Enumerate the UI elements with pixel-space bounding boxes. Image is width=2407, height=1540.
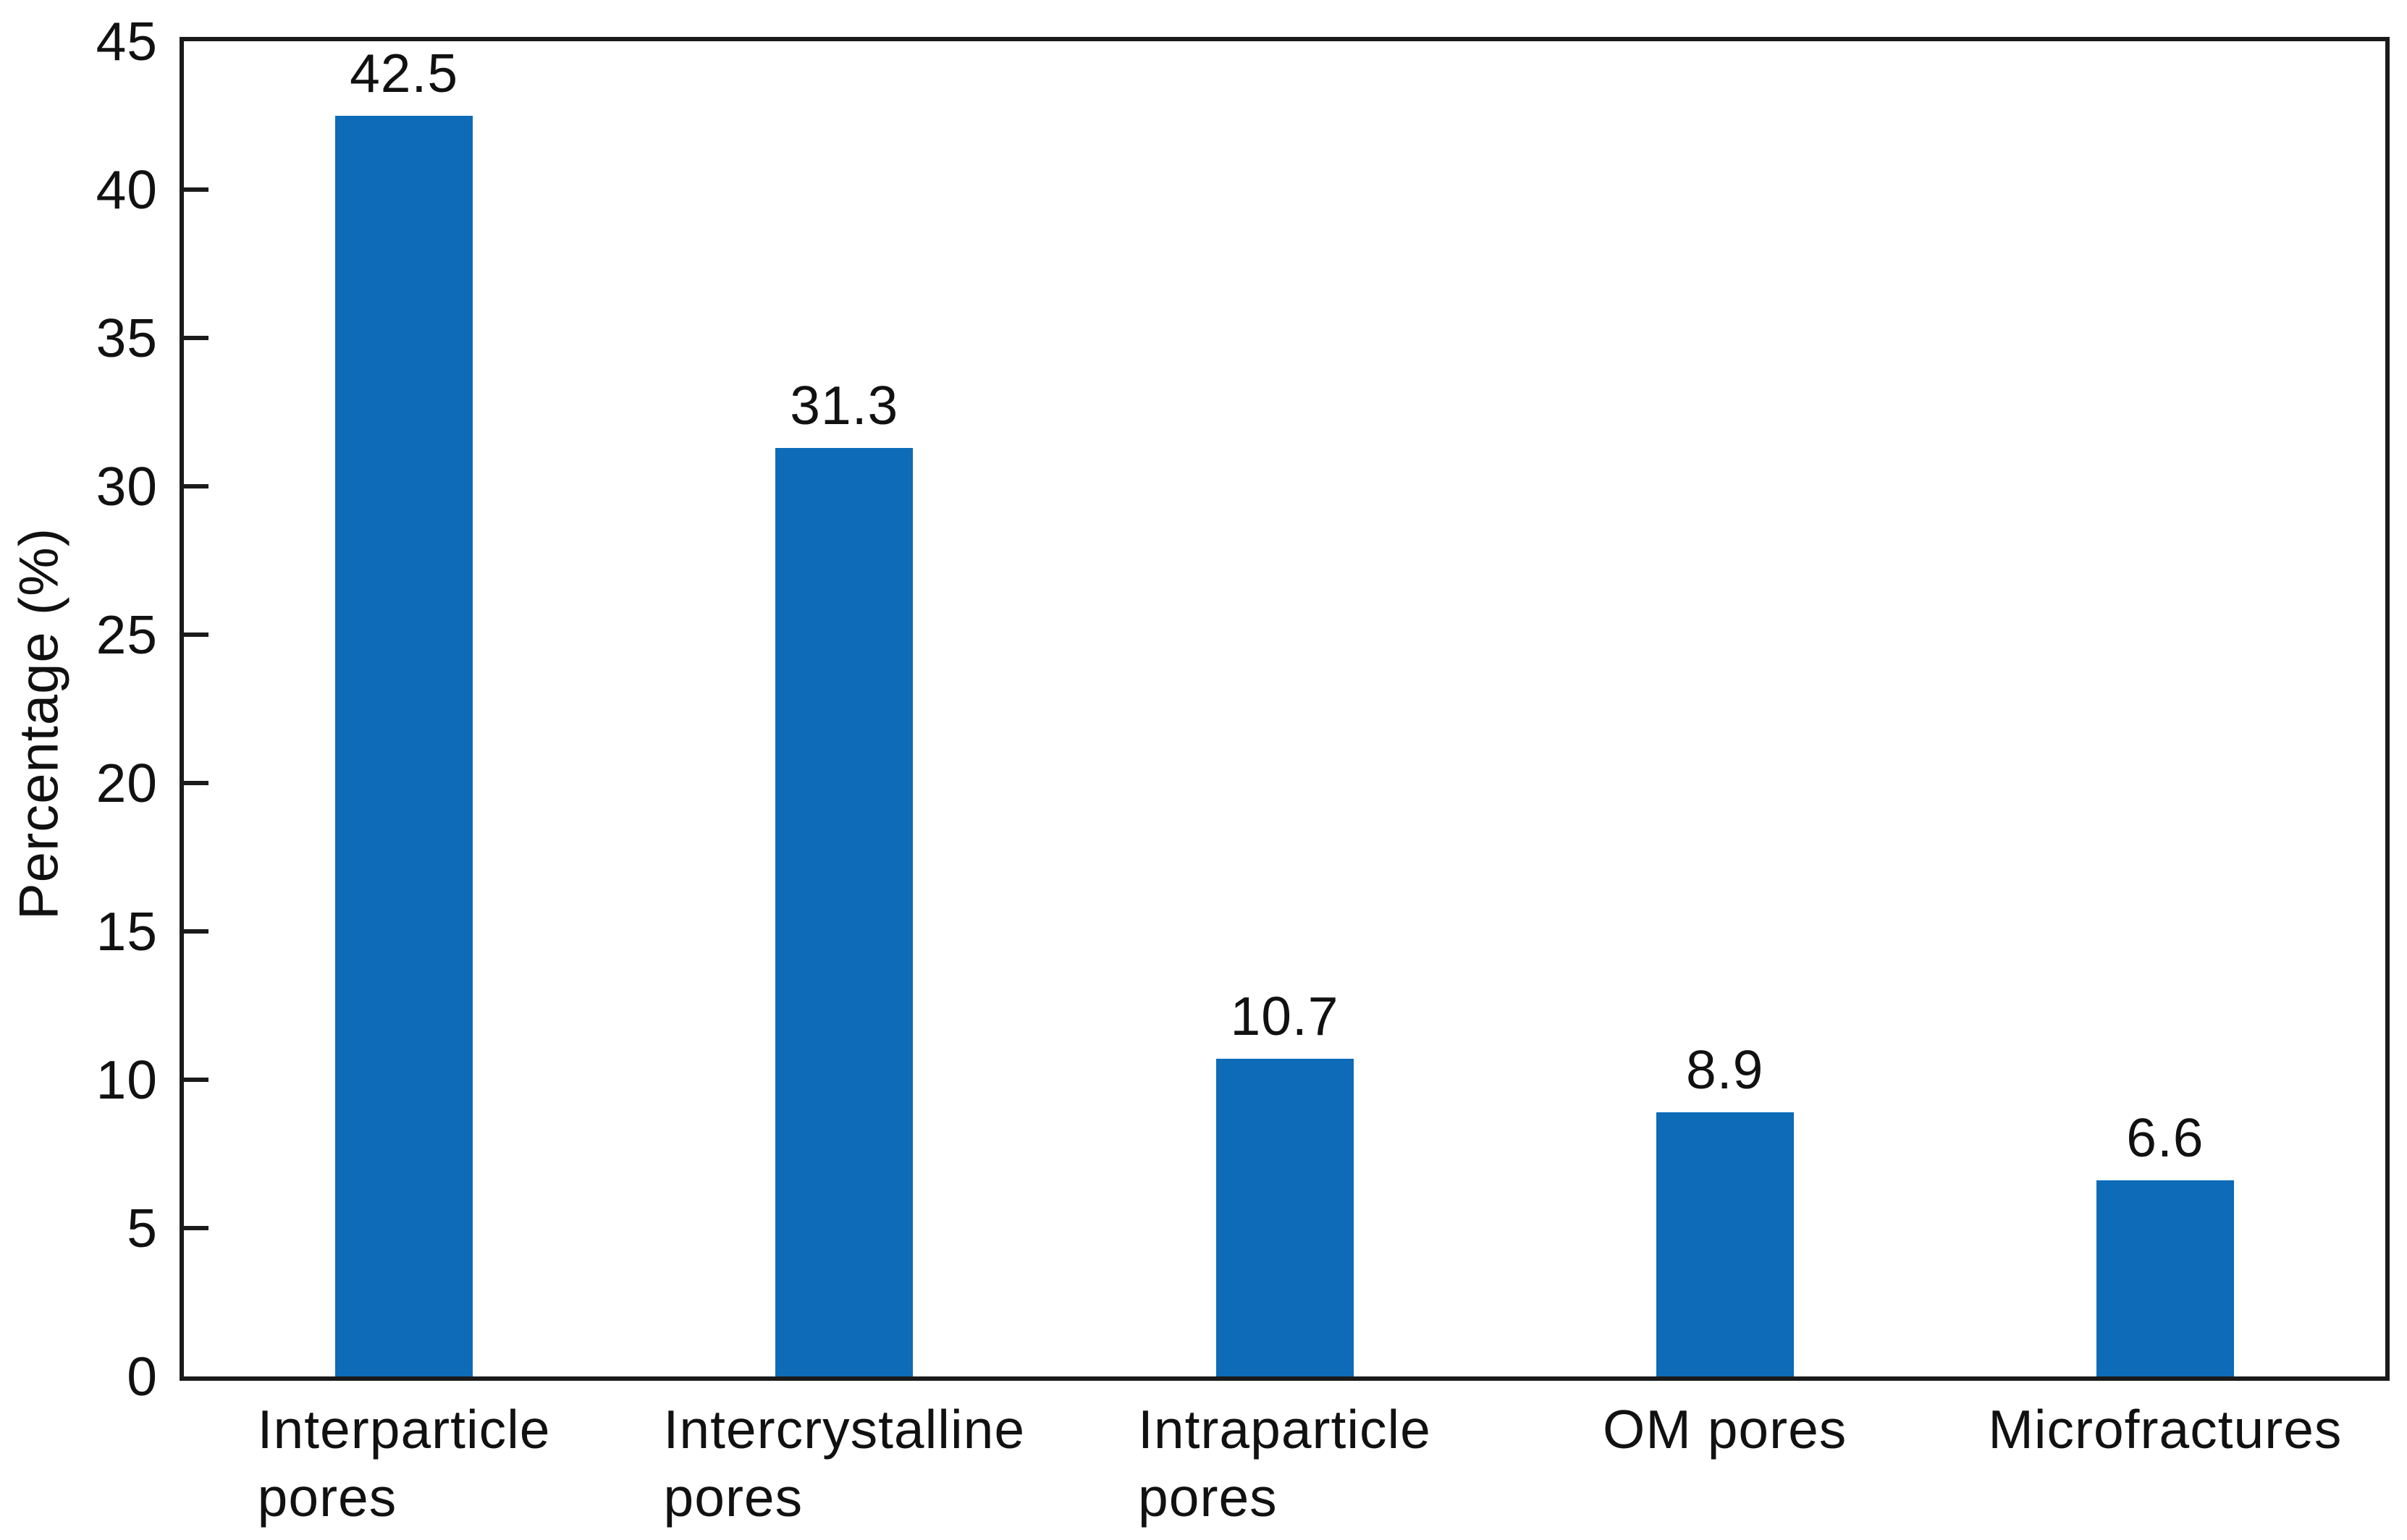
bar-interparticle-pores <box>335 115 473 1376</box>
y-axis-title: Percentage (%) <box>8 527 70 921</box>
bar-value-label-om-pores: 8.9 <box>1686 1039 1764 1101</box>
y-tick-mark-15 <box>184 929 208 934</box>
plot-area <box>180 37 2390 1381</box>
y-tick-label-20: 20 <box>96 753 158 813</box>
y-tick-mark-25 <box>184 632 208 637</box>
x-axis-label-line: Microfractures <box>1988 1399 2343 1460</box>
bar-intraparticle-pores <box>1215 1059 1354 1376</box>
x-axis-label-intraparticle-pores: Intraparticle pores <box>1064 1395 1504 1531</box>
y-tick-label-30: 30 <box>96 456 158 517</box>
y-tick-label-15: 15 <box>96 901 158 962</box>
y-tick-mark-40 <box>184 187 208 192</box>
x-axis-label-om-pores: OM pores <box>1505 1395 1945 1463</box>
x-axis-label-microfractures: Microfractures <box>1945 1395 2385 1463</box>
y-tick-label-40: 40 <box>96 159 158 220</box>
x-axis-label-line: Intercrystalline <box>663 1399 1026 1460</box>
x-axis-label-line: OM pores <box>1603 1399 1847 1460</box>
y-tick-mark-20 <box>184 781 208 785</box>
y-tick-mark-5 <box>184 1226 208 1230</box>
x-axis-label-line: pores <box>257 1467 397 1528</box>
bar-value-label-intercrystalline-pores: 31.3 <box>790 374 899 436</box>
x-axis-label-line: Interparticle <box>257 1399 551 1460</box>
bar-microfractures <box>2096 1180 2234 1376</box>
y-tick-label-35: 35 <box>96 308 158 368</box>
y-tick-label-25: 25 <box>96 604 158 665</box>
y-tick-label-5: 5 <box>127 1198 158 1258</box>
y-tick-mark-30 <box>184 484 208 488</box>
bar-value-label-microfractures: 6.6 <box>2126 1107 2204 1169</box>
y-tick-label-10: 10 <box>96 1049 158 1110</box>
y-tick-mark-35 <box>184 336 208 340</box>
x-axis-label-interparticle-pores: Interparticle pores <box>184 1395 624 1531</box>
x-axis-label-line: pores <box>1138 1467 1278 1528</box>
x-axis-label-intercrystalline-pores: Intercrystalline pores <box>624 1395 1064 1531</box>
x-axis-label-line: Intraparticle <box>1138 1399 1431 1460</box>
x-axis-label-line: pores <box>663 1467 804 1528</box>
y-tick-label-45: 45 <box>96 11 158 72</box>
bar-value-label-intraparticle-pores: 10.7 <box>1230 986 1339 1047</box>
bar-value-label-interparticle-pores: 42.5 <box>350 42 459 103</box>
bar-om-pores <box>1656 1112 1794 1376</box>
bar-intercrystalline-pores <box>775 447 914 1376</box>
y-tick-mark-10 <box>184 1078 208 1082</box>
y-tick-label-0: 0 <box>127 1346 158 1407</box>
